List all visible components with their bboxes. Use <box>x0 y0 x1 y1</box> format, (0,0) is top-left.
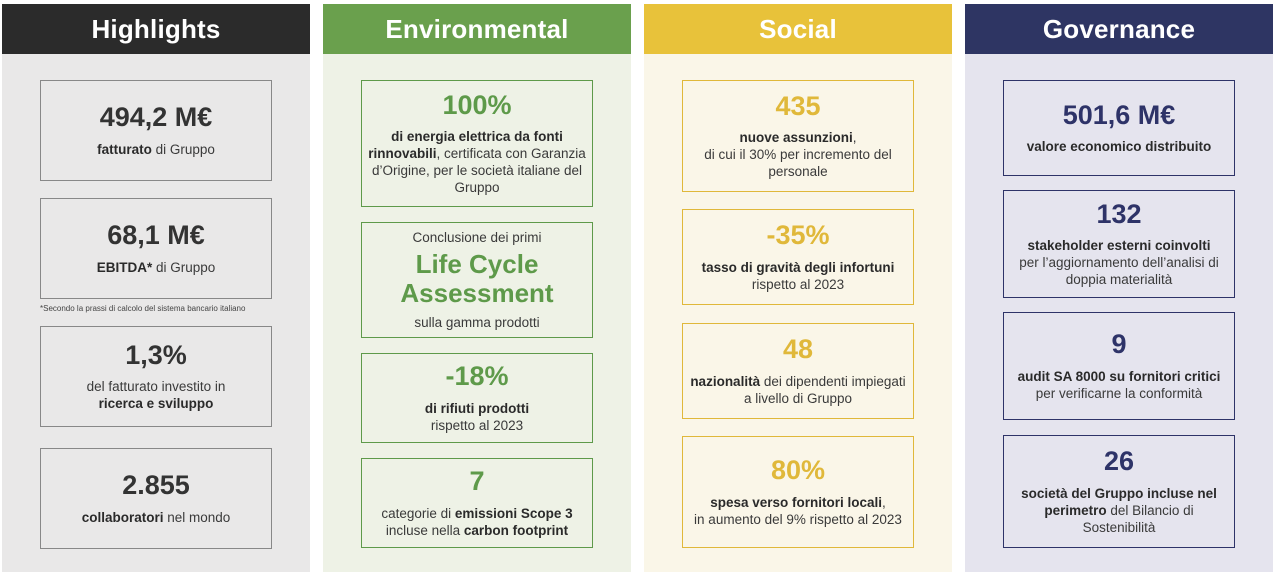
kpi-card-lca: Conclusione dei primi Life Cycle Assessme… <box>361 222 593 338</box>
kpi-description: stakeholder esterni coinvolti per l’aggio… <box>1019 238 1219 288</box>
highlights-body: 494,2 M€ fatturato di Gruppo 68,1 M€ EBI… <box>2 54 310 572</box>
kpi-card-scope3: 7 categorie di emissioni Scope 3 incluse … <box>361 458 593 548</box>
kpi-description: di rifiuti prodotti rispetto al 2023 <box>424 400 530 433</box>
governance-column: Governance 501,6 M€ valore economico dis… <box>965 4 1273 572</box>
kpi-value: 501,6 M€ <box>1062 99 1176 130</box>
kpi-description: nazionalità dei dipendenti impiegati a l… <box>690 373 906 406</box>
kpi-description: collaboratori nel mondo <box>81 509 231 525</box>
kpi-card-ebitda: 68,1 M€ EBITDA* di Gruppo <box>40 198 272 299</box>
kpi-description: spesa verso fornitori locali, in aumento … <box>694 494 902 527</box>
kpi-description: nuove assunzioni, di cui il 30% per incre… <box>704 130 892 180</box>
kpi-card-economic-value: 501,6 M€ valore economico distribuito <box>1003 80 1235 176</box>
social-header: Social <box>644 4 952 54</box>
kpi-card-stakeholders: 132 stakeholder esterni coinvolti per l’a… <box>1003 190 1235 298</box>
environmental-header: Environmental <box>323 4 631 54</box>
environmental-title: Environmental <box>385 13 569 44</box>
lca-title: Life Cycle Assessment <box>400 249 554 308</box>
lca-subtitle: sulla gamma prodotti <box>414 315 540 330</box>
kpi-card-companies-perimeter: 26 società del Gruppo incluse nel perime… <box>1003 435 1235 548</box>
kpi-card-renewable-energy: 100% di energia elettrica da fonti rinno… <box>361 80 593 207</box>
social-title: Social <box>759 13 837 44</box>
kpi-card-hires: 435 nuove assunzioni, di cui il 30% per i… <box>682 80 914 192</box>
kpi-card-revenue: 494,2 M€ fatturato di Gruppo <box>40 80 272 181</box>
social-body: 435 nuove assunzioni, di cui il 30% per i… <box>644 54 952 572</box>
social-column: Social 435 nuove assunzioni, di cui il 30… <box>644 4 952 572</box>
kpi-card-injury-rate: -35% tasso di gravità degli infortuni ri… <box>682 209 914 305</box>
environmental-body: 100% di energia elettrica da fonti rinno… <box>323 54 631 572</box>
kpi-description: del fatturato investito in ricerca e svil… <box>86 379 226 412</box>
lca-intro: Conclusione dei primi <box>412 230 542 245</box>
kpi-description: tasso di gravità degli infortuni rispett… <box>701 259 895 292</box>
kpi-description: EBITDA* di Gruppo <box>96 259 216 275</box>
kpi-value: 494,2 M€ <box>99 102 213 133</box>
kpi-value: -35% <box>766 220 830 251</box>
kpi-value: 7 <box>469 466 485 497</box>
kpi-value: 80% <box>770 455 826 486</box>
kpi-value: 2.855 <box>122 470 190 501</box>
kpi-description: categorie di emissioni Scope 3 incluse ne… <box>381 505 573 538</box>
kpi-card-local-suppliers: 80% spesa verso fornitori locali, in aume… <box>682 436 914 548</box>
kpi-value: 48 <box>782 334 814 365</box>
environmental-column: Environmental 100% di energia elettrica … <box>323 4 631 572</box>
kpi-card-waste: -18% di rifiuti prodotti rispetto al 2023 <box>361 353 593 443</box>
kpi-value: 9 <box>1111 329 1127 360</box>
kpi-description: società del Gruppo incluse nel perimetro… <box>1021 485 1217 535</box>
kpi-card-employees: 2.855 collaboratori nel mondo <box>40 448 272 549</box>
governance-body: 501,6 M€ valore economico distribuito 13… <box>965 54 1273 572</box>
footnote: *Secondo la prassi di calcolo del sistem… <box>40 304 246 313</box>
kpi-description: audit SA 8000 su fornitori critici per v… <box>1017 368 1221 401</box>
kpi-description: fatturato di Gruppo <box>97 141 215 157</box>
kpi-value: -18% <box>445 361 509 392</box>
kpi-value: 68,1 M€ <box>107 220 205 251</box>
kpi-value: 1,3% <box>125 339 187 370</box>
governance-header: Governance <box>965 4 1273 54</box>
governance-title: Governance <box>1042 13 1196 44</box>
kpi-card-rnd: 1,3% del fatturato investito in ricerca e… <box>40 326 272 427</box>
highlights-column: Highlights 494,2 M€ fatturato di Gruppo … <box>2 4 310 572</box>
kpi-value: 435 <box>775 90 821 121</box>
kpi-value: 132 <box>1096 198 1142 229</box>
kpi-description: valore economico distribuito <box>1026 139 1212 155</box>
kpi-card-sa8000-audits: 9 audit SA 8000 su fornitori critici per… <box>1003 312 1235 420</box>
highlights-title: Highlights <box>91 13 221 44</box>
kpi-value: 100% <box>442 89 512 120</box>
kpi-description: di energia elettrica da fonti rinnovabil… <box>368 129 586 196</box>
kpi-value: 26 <box>1103 446 1135 477</box>
kpi-card-nationalities: 48 nazionalità dei dipendenti impiegati … <box>682 323 914 419</box>
highlights-header: Highlights <box>2 4 310 54</box>
